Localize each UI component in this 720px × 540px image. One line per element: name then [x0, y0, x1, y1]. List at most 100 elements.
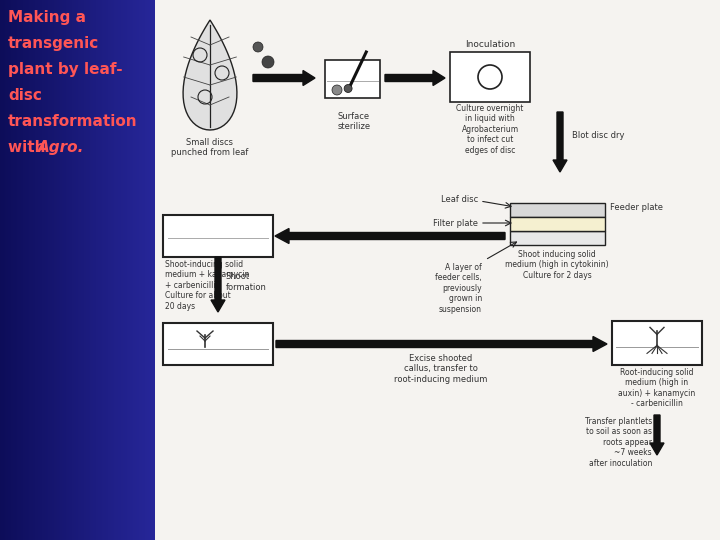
Bar	[138, 0, 139, 540]
Bar	[96, 0, 97, 540]
FancyArrow shape	[650, 415, 664, 455]
Bar	[56, 0, 57, 540]
Bar	[13, 0, 14, 540]
Bar	[114, 0, 115, 540]
Bar	[69, 0, 70, 540]
Bar	[18, 0, 19, 540]
Bar	[104, 0, 105, 540]
Bar	[149, 0, 150, 540]
Text: Feeder plate: Feeder plate	[610, 202, 663, 212]
Bar	[140, 0, 141, 540]
Bar	[150, 0, 151, 540]
Bar	[83, 0, 84, 540]
Bar	[134, 0, 135, 540]
FancyArrow shape	[553, 112, 567, 172]
Bar	[50, 0, 51, 540]
Text: Blot disc dry: Blot disc dry	[572, 131, 624, 139]
Bar	[100, 0, 101, 540]
Bar	[111, 0, 112, 540]
Bar	[25, 0, 26, 540]
Bar	[84, 0, 85, 540]
Bar	[132, 0, 133, 540]
Bar	[135, 0, 136, 540]
Bar	[82, 0, 83, 540]
Text: A layer of
feeder cells,
previously
grown in
suspension: A layer of feeder cells, previously grow…	[436, 263, 482, 314]
Bar	[71, 0, 72, 540]
Bar	[62, 0, 63, 540]
Bar	[68, 0, 69, 540]
Bar	[16, 0, 17, 540]
Text: Making a: Making a	[8, 10, 86, 25]
Bar	[48, 0, 49, 540]
Bar	[155, 0, 720, 540]
Bar	[128, 0, 129, 540]
Bar	[130, 0, 131, 540]
Bar	[14, 0, 15, 540]
Bar	[21, 0, 22, 540]
Bar	[19, 0, 20, 540]
Text: Shoot
formation: Shoot formation	[226, 272, 267, 292]
Bar	[67, 0, 68, 540]
Bar	[75, 0, 76, 540]
Bar	[99, 0, 100, 540]
Bar	[31, 0, 32, 540]
Bar	[42, 0, 43, 540]
Text: Small discs
punched from leaf: Small discs punched from leaf	[171, 138, 248, 157]
Bar	[123, 0, 124, 540]
Bar	[47, 0, 48, 540]
Bar	[76, 0, 77, 540]
Bar	[80, 0, 81, 540]
Bar	[110, 0, 111, 540]
Bar	[33, 0, 34, 540]
Bar	[34, 0, 35, 540]
Bar	[3, 0, 4, 540]
Bar	[101, 0, 102, 540]
Bar	[152, 0, 153, 540]
Bar	[8, 0, 9, 540]
Bar	[125, 0, 126, 540]
Bar	[510, 217, 605, 231]
Text: Leaf disc: Leaf disc	[441, 195, 478, 205]
Bar	[6, 0, 7, 540]
Bar	[108, 0, 109, 540]
Bar	[36, 0, 37, 540]
Bar	[112, 0, 113, 540]
Bar	[0, 0, 1, 540]
Bar	[127, 0, 128, 540]
Bar	[450, 52, 530, 102]
Bar	[22, 0, 23, 540]
Circle shape	[344, 84, 352, 92]
Circle shape	[262, 56, 274, 68]
Text: Shoot-inducing solid
medium + kanamycin
+ carbenicillin
Culture for about
20 day: Shoot-inducing solid medium + kanamycin …	[165, 260, 249, 310]
Bar	[81, 0, 82, 540]
Bar	[40, 0, 41, 540]
Bar	[153, 0, 154, 540]
Bar	[143, 0, 144, 540]
Bar	[12, 0, 13, 540]
Bar	[118, 0, 119, 540]
FancyArrow shape	[275, 228, 505, 244]
Text: disc: disc	[8, 88, 42, 103]
Bar	[86, 0, 87, 540]
Text: plant by leaf-: plant by leaf-	[8, 62, 122, 77]
Polygon shape	[183, 20, 237, 130]
Bar	[142, 0, 143, 540]
Bar	[35, 0, 36, 540]
Bar	[119, 0, 120, 540]
Bar	[77, 0, 78, 540]
Bar	[23, 0, 24, 540]
Bar	[154, 0, 155, 540]
Bar	[88, 0, 89, 540]
Text: Surface
sterilize: Surface sterilize	[338, 112, 371, 131]
Bar	[97, 0, 98, 540]
Bar	[121, 0, 122, 540]
Bar	[43, 0, 44, 540]
Bar	[510, 231, 605, 245]
Bar	[30, 0, 31, 540]
Bar	[124, 0, 125, 540]
Bar	[52, 0, 53, 540]
FancyArrow shape	[385, 71, 445, 85]
Text: transgenic: transgenic	[8, 36, 99, 51]
Bar	[65, 0, 66, 540]
Bar	[122, 0, 123, 540]
